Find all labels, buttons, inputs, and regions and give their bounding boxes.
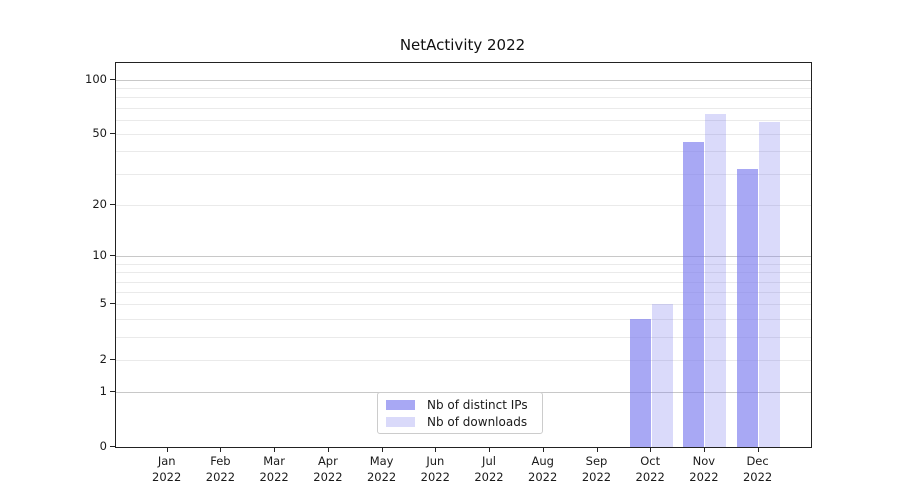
x-tick-label: Jun 2022 <box>420 454 450 484</box>
minor-gridline <box>116 272 811 274</box>
major-gridline <box>116 79 811 81</box>
x-tick-label: Nov 2022 <box>689 454 719 484</box>
y-tick-mark <box>110 358 115 360</box>
minor-gridline <box>116 318 811 320</box>
plot-area <box>115 62 812 448</box>
x-tick-mark <box>650 447 652 452</box>
bar-downloads <box>759 122 781 447</box>
x-tick-label: Aug 2022 <box>528 454 558 484</box>
y-tick-label: 0 <box>99 439 107 453</box>
x-tick-mark <box>489 447 490 452</box>
minor-gridline <box>116 173 811 175</box>
chart-title: NetActivity 2022 <box>399 36 526 54</box>
legend-label: Nb of distinct IPs <box>427 397 528 412</box>
minor-gridline <box>116 151 811 153</box>
y-tick-mark <box>110 303 115 305</box>
legend-swatch-downloads <box>386 416 415 427</box>
bar-distinct-ips <box>683 142 705 447</box>
x-tick-mark <box>435 447 437 452</box>
minor-gridline <box>116 304 811 306</box>
x-tick-label: Jul 2022 <box>474 454 504 484</box>
legend: Nb of distinct IPs Nb of downloads <box>377 392 543 434</box>
x-tick-label: Apr 2022 <box>313 454 343 484</box>
y-tick-mark <box>110 446 115 447</box>
major-gridline <box>116 256 811 258</box>
y-tick-mark <box>110 133 115 134</box>
x-tick-mark <box>757 447 759 452</box>
x-tick-label: Feb 2022 <box>205 454 236 484</box>
x-tick-mark <box>703 447 705 452</box>
x-tick-mark <box>381 447 383 452</box>
minor-gridline <box>116 119 811 121</box>
x-tick-mark <box>542 447 544 452</box>
bar-distinct-ips <box>737 168 759 447</box>
minor-gridline <box>116 107 811 109</box>
bar-downloads <box>705 113 727 447</box>
minor-gridline <box>116 336 811 338</box>
bar-downloads <box>651 304 673 447</box>
minor-gridline <box>116 281 811 283</box>
legend-item: Nb of distinct IPs <box>386 398 534 412</box>
y-tick-mark <box>110 390 115 392</box>
minor-gridline <box>116 134 811 135</box>
y-tick-mark <box>110 78 115 80</box>
x-tick-label: Jan 2022 <box>152 454 182 484</box>
x-tick-label: May 2022 <box>366 454 397 484</box>
minor-gridline <box>116 97 811 99</box>
x-tick-label: Dec 2022 <box>742 454 773 484</box>
y-tick-label: 20 <box>92 196 107 211</box>
legend-item: Nb of downloads <box>386 415 534 429</box>
x-tick-mark <box>274 447 276 452</box>
x-tick-mark <box>220 447 222 452</box>
x-tick-mark <box>327 447 329 452</box>
legend-swatch-distinct-ips <box>386 399 415 410</box>
minor-gridline <box>116 87 811 89</box>
y-tick-mark <box>110 255 115 257</box>
x-tick-label: Oct 2022 <box>635 454 665 484</box>
y-tick-label: 10 <box>92 248 107 263</box>
x-tick-label: Sep 2022 <box>581 454 612 484</box>
minor-gridline <box>116 204 811 206</box>
minor-gridline <box>116 359 811 361</box>
bar-distinct-ips <box>629 318 651 447</box>
minor-gridline <box>116 263 811 265</box>
minor-gridline <box>116 292 811 294</box>
legend-label: Nb of downloads <box>427 414 528 429</box>
x-tick-mark <box>596 447 598 452</box>
y-tick-mark <box>110 203 115 205</box>
x-tick-label: Mar 2022 <box>259 454 289 484</box>
x-tick-mark <box>166 447 168 452</box>
y-tick-label: 5 <box>99 296 107 311</box>
y-tick-label: 50 <box>92 126 107 140</box>
y-tick-label: 100 <box>85 71 107 86</box>
y-tick-label: 1 <box>99 383 107 398</box>
y-tick-label: 2 <box>99 351 107 366</box>
